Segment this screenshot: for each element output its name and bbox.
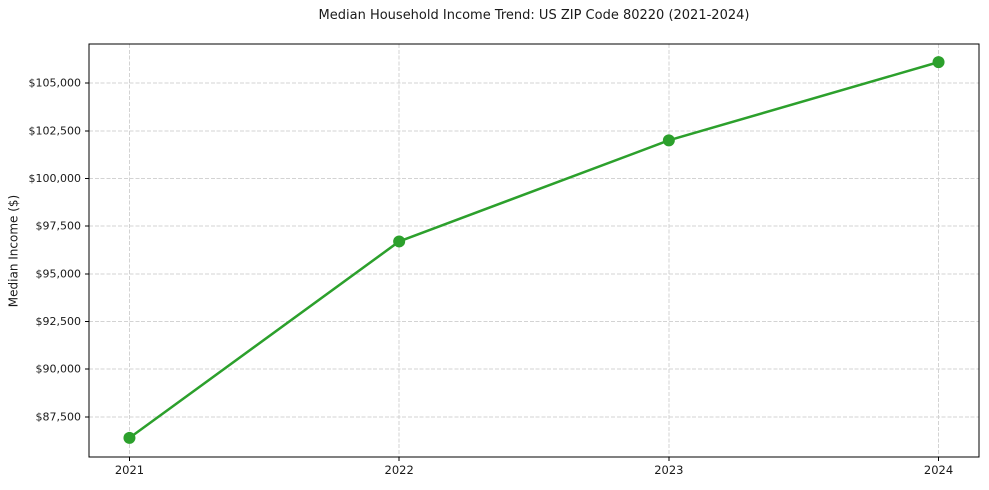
y-tick-label: $90,000 xyxy=(36,363,82,376)
x-tick-label: 2021 xyxy=(115,463,144,477)
data-point-marker xyxy=(662,134,675,147)
y-tick-label: $92,500 xyxy=(36,315,82,328)
x-tick-label: 2022 xyxy=(385,463,414,477)
chart-title: Median Household Income Trend: US ZIP Co… xyxy=(318,8,750,23)
y-tick-label: $105,000 xyxy=(29,77,82,90)
data-line xyxy=(128,60,940,440)
y-tick-label: $102,500 xyxy=(29,124,82,137)
y-tick-label: $97,500 xyxy=(36,220,82,233)
x-tick-label: 2023 xyxy=(654,463,683,477)
data-point-marker xyxy=(932,56,945,69)
x-tick-label: 2024 xyxy=(924,463,953,477)
y-tick-label: $95,000 xyxy=(36,267,82,280)
y-tick-label: $100,000 xyxy=(29,172,82,185)
data-point-marker xyxy=(393,235,406,248)
plot-border xyxy=(88,43,980,458)
data-point-marker xyxy=(123,431,136,444)
y-tick-label: $87,500 xyxy=(36,410,82,423)
